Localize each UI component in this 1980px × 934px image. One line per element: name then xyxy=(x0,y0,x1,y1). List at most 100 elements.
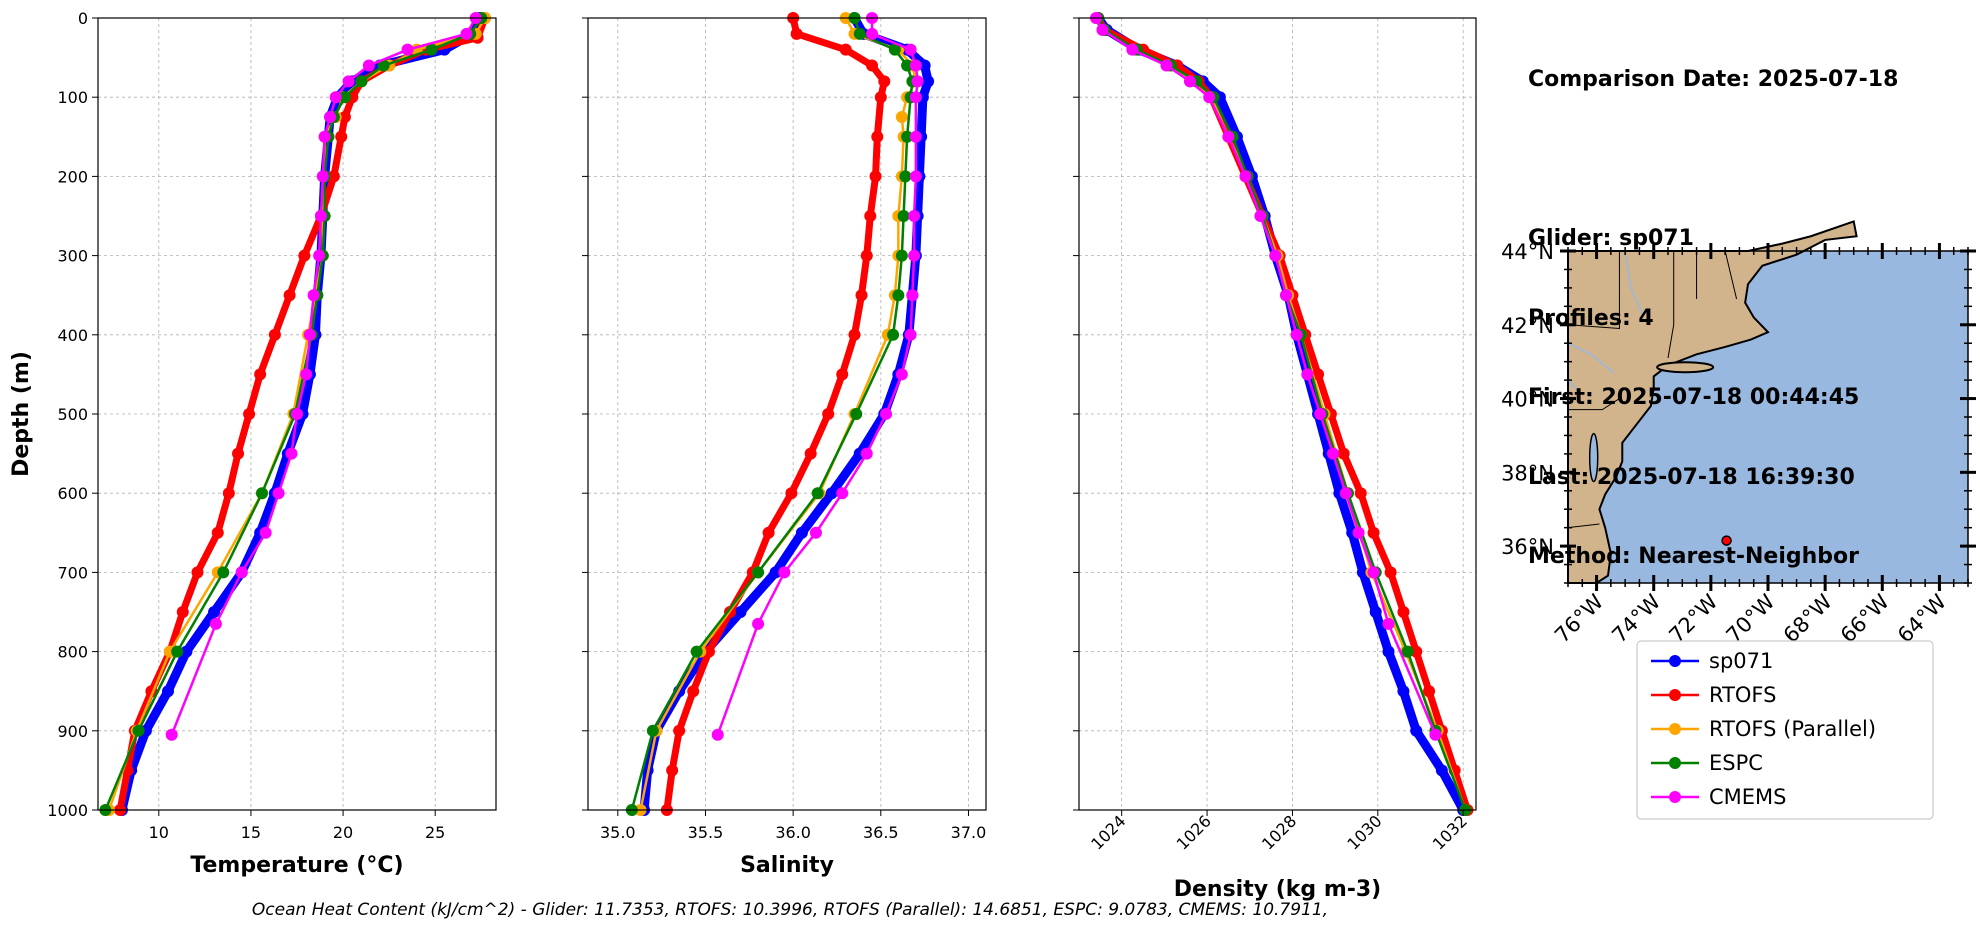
data-point xyxy=(338,91,351,104)
data-point xyxy=(850,408,863,420)
data-point xyxy=(866,27,879,40)
lon-tick-label: 74°W xyxy=(1607,589,1665,647)
x-tick-label: 36.0 xyxy=(775,823,811,842)
data-point xyxy=(1384,566,1397,579)
data-point xyxy=(878,75,891,88)
river xyxy=(1567,379,1583,396)
data-point xyxy=(1183,75,1196,88)
data-point xyxy=(1410,645,1423,658)
data-point xyxy=(895,368,908,381)
data-point xyxy=(285,447,298,460)
data-point xyxy=(887,328,900,341)
data-point xyxy=(243,408,256,420)
lon-tick-label: 68°W xyxy=(1779,589,1837,647)
data-point xyxy=(918,59,931,72)
data-point xyxy=(901,130,914,143)
data-point xyxy=(702,645,715,658)
data-point xyxy=(162,685,175,698)
x-tick-label: 35.0 xyxy=(600,823,636,842)
y-tick-label: 700 xyxy=(57,563,88,582)
data-point xyxy=(892,289,905,302)
data-point xyxy=(839,43,852,56)
data-point xyxy=(673,724,686,737)
data-point xyxy=(785,487,798,500)
x-tick-label: 10 xyxy=(149,823,169,842)
data-point xyxy=(1352,526,1365,539)
panel-3: 1024 1026 1028 1030 1032 Density (kg m-3) xyxy=(1073,12,1477,902)
data-point xyxy=(871,130,884,143)
data-point xyxy=(401,43,414,56)
data-point xyxy=(211,526,224,539)
data-point xyxy=(132,724,145,737)
data-point xyxy=(825,487,838,500)
lat-tick-label: 38°N xyxy=(1501,461,1554,485)
lon-tick-label: 70°W xyxy=(1722,589,1780,647)
data-point xyxy=(232,447,245,460)
data-point xyxy=(1382,645,1395,658)
data-point xyxy=(904,43,917,56)
x-tick-label: 20 xyxy=(333,823,353,842)
legend-label: RTOFS (Parallel) xyxy=(1709,717,1876,741)
data-point xyxy=(904,328,917,341)
x-axis-label: Density (kg m-3) xyxy=(1174,877,1382,902)
data-point xyxy=(303,328,316,341)
data-point xyxy=(860,447,873,460)
legend-box xyxy=(1636,640,1934,820)
y-tick-label: 0 xyxy=(78,9,88,28)
data-point xyxy=(324,111,337,123)
data-point xyxy=(855,289,868,302)
data-point xyxy=(908,249,921,262)
legend-marker xyxy=(1669,655,1681,667)
legend-marker xyxy=(1669,757,1681,769)
data-point xyxy=(1160,59,1173,72)
data-point xyxy=(171,645,184,658)
data-point xyxy=(377,59,390,72)
legend-marker xyxy=(1669,723,1681,735)
x-tick-label: 1026 xyxy=(1173,811,1215,853)
data-point xyxy=(860,249,873,262)
y-tick-label: 900 xyxy=(57,722,88,741)
data-point xyxy=(1126,43,1139,56)
x-tick-label: 1028 xyxy=(1258,811,1300,853)
data-point xyxy=(425,43,438,56)
data-point xyxy=(897,210,910,222)
data-point xyxy=(1397,606,1410,618)
data-point xyxy=(1423,685,1436,698)
lon-tick-label: 72°W xyxy=(1664,589,1722,647)
method-text: Method: Nearest-Neighbor xyxy=(1528,544,1859,569)
location-map: 44°N 42°N 40°N 38°N 36°N 76°W 74°W 72°W 70°W 68°W… xyxy=(1501,220,1976,648)
data-point xyxy=(283,289,296,302)
data-point xyxy=(909,170,922,183)
data-point xyxy=(362,59,375,72)
data-point xyxy=(1337,447,1350,460)
y-tick-label: 600 xyxy=(57,484,88,503)
y-tick-label: 800 xyxy=(57,643,88,662)
legend-marker xyxy=(1669,689,1681,701)
data-point xyxy=(922,75,935,88)
x-tick-label: 1024 xyxy=(1087,811,1129,853)
panel-1: 0 100 200 300 400 500 600 700 800 900 1000 10 15 20 25… xyxy=(9,9,497,878)
data-point xyxy=(888,43,901,56)
series-line-cmems xyxy=(716,16,919,737)
river xyxy=(1624,250,1643,315)
legend-label: RTOFS xyxy=(1709,683,1776,707)
data-point xyxy=(1096,23,1109,36)
data-point xyxy=(316,170,329,183)
data-point xyxy=(1301,368,1314,381)
x-tick-label: 1032 xyxy=(1429,811,1471,853)
data-point xyxy=(1314,408,1327,420)
last-time-text: Last: 2025-07-18 16:39:30 xyxy=(1528,464,1855,490)
chesapeake-bay xyxy=(1588,432,1599,483)
data-point xyxy=(1203,91,1216,104)
y-tick-label: 1000 xyxy=(47,801,88,820)
data-point xyxy=(314,210,327,222)
data-point xyxy=(906,289,919,302)
data-point xyxy=(908,210,921,222)
data-point xyxy=(1429,728,1442,741)
y-tick-label: 100 xyxy=(57,88,88,107)
data-point xyxy=(752,617,765,630)
lat-tick-label: 42°N xyxy=(1501,314,1554,338)
info-panel: Comparison Date: 2025-07-18 Glider: sp07… xyxy=(1528,14,1898,597)
data-point xyxy=(880,408,893,420)
data-point xyxy=(836,487,849,500)
